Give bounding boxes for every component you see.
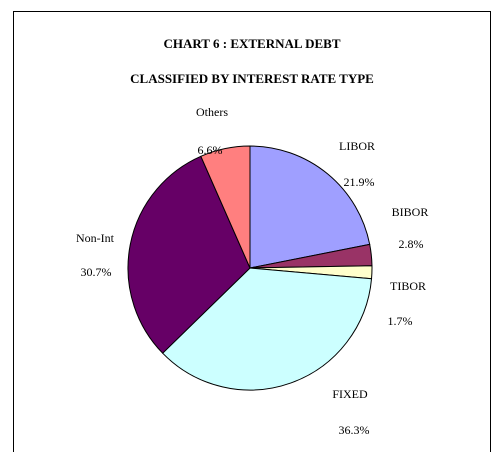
slice-label-name-bibor: BIBOR: [392, 205, 429, 219]
slice-label-name-non-int: Non-Int: [76, 231, 115, 245]
pie-slice-libor: [249, 145, 371, 269]
slice-label-name-others: Others: [196, 105, 228, 119]
slice-label-value-fixed: 36.3%: [339, 423, 370, 437]
pie-slice-others: [200, 145, 251, 269]
chart-subtitle: CLASSIFIED BY INTEREST RATE TYPE: [130, 71, 374, 86]
pie-slices: [127, 145, 373, 391]
slice-label-value-others: 6.6%: [198, 143, 223, 157]
pie-slice-non-int: [127, 155, 251, 354]
slice-label-value-tibor: 1.7%: [388, 314, 413, 328]
slice-label-value-non-int: 30.7%: [81, 265, 112, 279]
slice-label-value-libor: 21.9%: [344, 175, 375, 189]
slice-label-name-fixed: FIXED: [332, 387, 368, 401]
pie-slice-fixed: [161, 267, 373, 391]
slice-label-value-bibor: 2.8%: [399, 237, 424, 251]
chart-title: CHART 6 : EXTERNAL DEBT: [163, 36, 340, 51]
slice-label-name-libor: LIBOR: [339, 139, 375, 153]
slice-label-name-tibor: TIBOR: [390, 279, 426, 293]
